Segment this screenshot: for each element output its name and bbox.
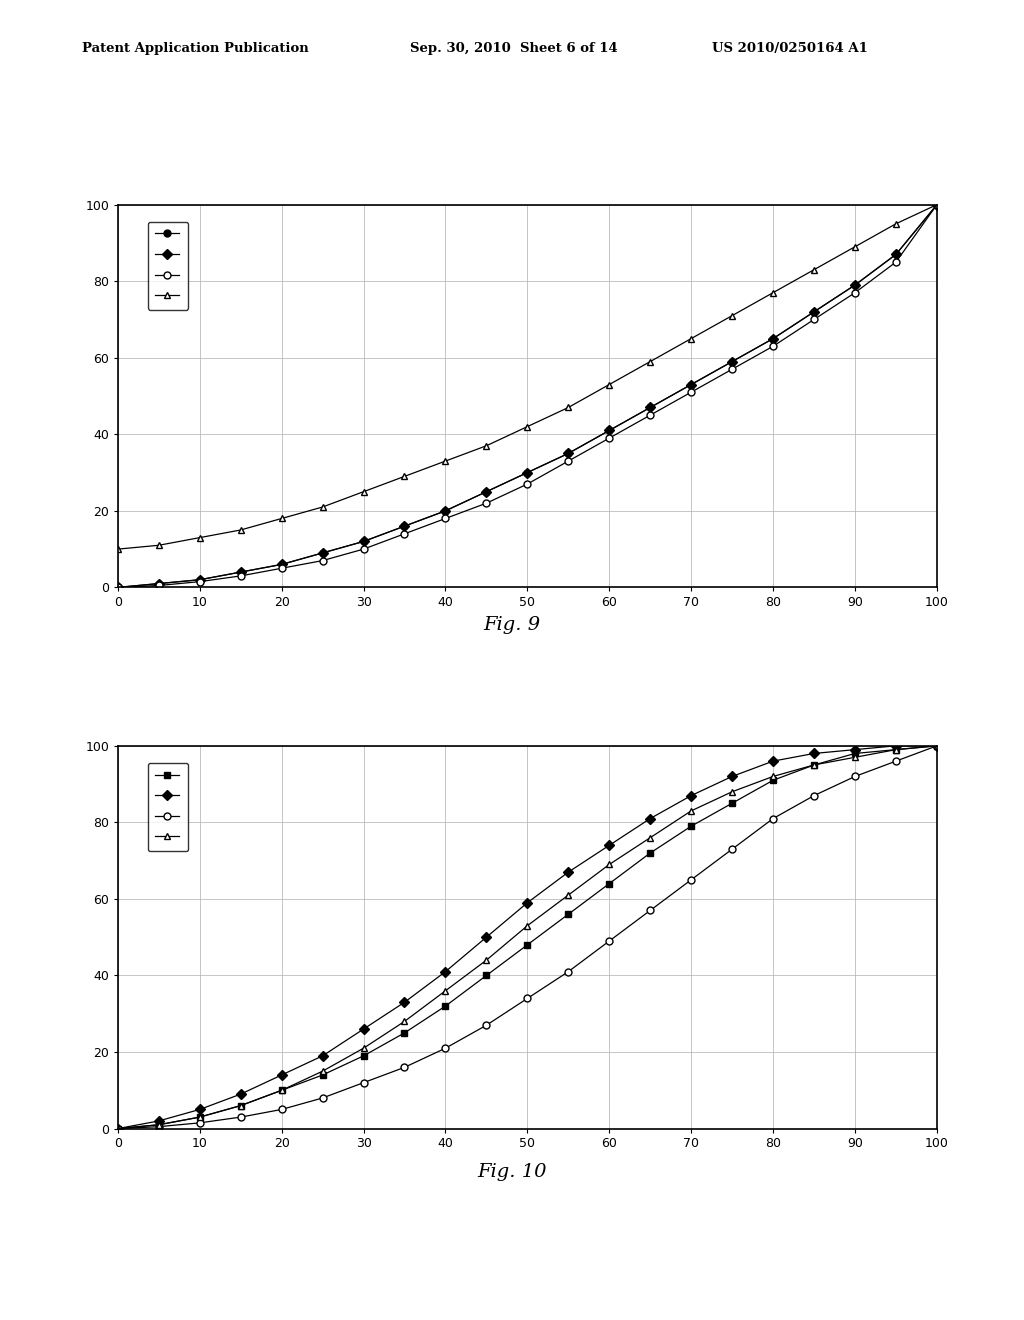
- Text: Patent Application Publication: Patent Application Publication: [82, 42, 308, 55]
- Text: US 2010/0250164 A1: US 2010/0250164 A1: [712, 42, 867, 55]
- Text: Fig. 9: Fig. 9: [483, 615, 541, 634]
- Text: Sep. 30, 2010  Sheet 6 of 14: Sep. 30, 2010 Sheet 6 of 14: [410, 42, 617, 55]
- Legend: , , , : , , ,: [147, 222, 187, 310]
- Text: Fig. 10: Fig. 10: [477, 1163, 547, 1181]
- Legend: , , , : , , ,: [147, 763, 187, 851]
